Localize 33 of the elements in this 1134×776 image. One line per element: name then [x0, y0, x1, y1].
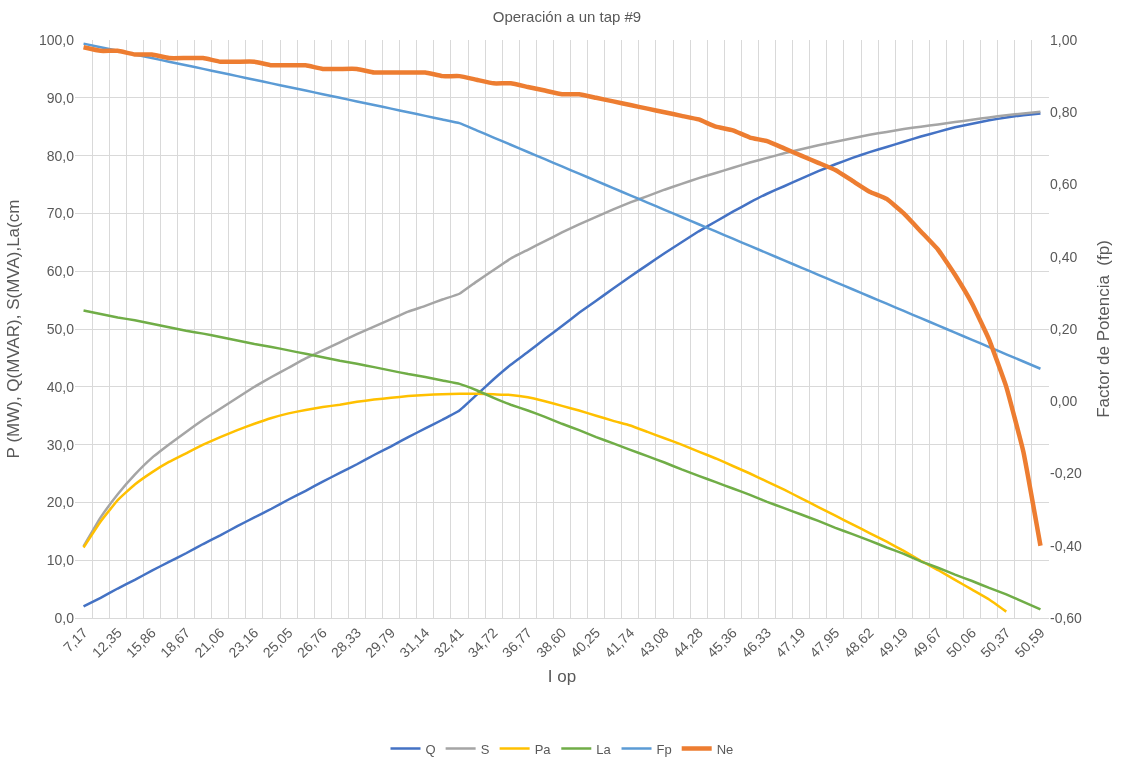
y-tick-label: 20,0 — [46, 494, 75, 511]
legend-label: Pa — [534, 741, 552, 757]
line-series — [82, 392, 1008, 613]
y-tick-label: 80,0 — [46, 147, 75, 164]
y-tick-label: 90,0 — [46, 89, 75, 106]
y-tick-label: 0,0 — [54, 609, 75, 626]
y-tick-label: 50,0 — [46, 320, 75, 337]
chart-title: Operación a un tap #9 — [492, 8, 642, 26]
y-axis-title: P (MW), Q(MVAR), S(MVA),La(cm — [3, 199, 23, 459]
y2-tick-label: 0,00 — [1050, 393, 1078, 410]
y2-axis-title: Factor de Potencia (fp) — [1093, 240, 1113, 418]
legend-label: Fp — [656, 741, 672, 757]
legend-label: La — [596, 741, 612, 757]
y2-tick-label: 0,20 — [1050, 320, 1078, 337]
y2-tick-label: -0,40 — [1050, 537, 1083, 554]
line-series — [82, 309, 1042, 611]
y-tick-label: 60,0 — [46, 263, 75, 280]
y-tick-label: 30,0 — [46, 436, 75, 453]
y-tick-label: 100,0 — [38, 31, 75, 48]
legend-label: S — [480, 741, 490, 757]
y-tick-label: 70,0 — [46, 205, 75, 222]
legend-label: Ne — [716, 741, 734, 757]
y-tick-label: 10,0 — [46, 552, 75, 569]
y2-tick-label: 0,80 — [1050, 104, 1078, 121]
y2-tick-label: 0,60 — [1050, 176, 1078, 193]
line-series — [82, 42, 1042, 370]
y2-tick-label: 1,00 — [1050, 31, 1078, 48]
x-axis-title: I op — [547, 667, 577, 687]
y-tick-label: 40,0 — [46, 378, 75, 395]
y2-tick-label: -0,60 — [1050, 609, 1083, 626]
y2-tick-label: -0,20 — [1050, 465, 1083, 482]
y2-tick-label: 0,40 — [1050, 248, 1078, 265]
legend-label: Q — [425, 741, 436, 757]
